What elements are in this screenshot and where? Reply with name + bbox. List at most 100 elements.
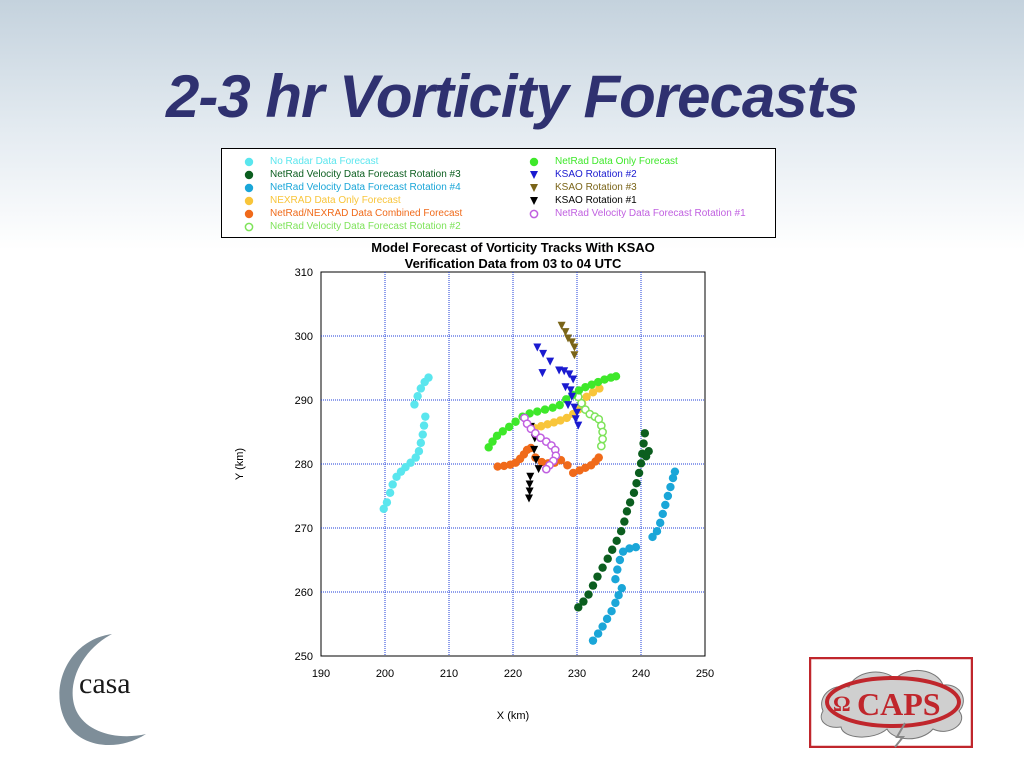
slide-title: 2-3 hr Vorticity Forecasts: [165, 63, 859, 130]
data-point: [656, 518, 665, 528]
data-point: [546, 357, 555, 366]
data-point: [498, 427, 507, 436]
y-tick-label: 250: [295, 651, 313, 663]
data-point: [411, 453, 420, 462]
casa-wordmark: casa: [79, 667, 131, 700]
data-point: [615, 555, 625, 565]
chart-subtitle: Verification Data from 03 to 04 UTC: [405, 256, 622, 271]
y-tick-label: 260: [295, 587, 313, 599]
data-point: [560, 367, 569, 376]
data-point: [534, 465, 543, 474]
data-point: [584, 590, 593, 599]
data-point: [525, 494, 533, 503]
data-point: [525, 480, 534, 489]
legend-item-label: NetRad Velocity Data Forecast Rotation #…: [270, 169, 461, 180]
legend-item-label: KSAO Rotation #1: [555, 195, 637, 206]
data-point: [620, 517, 629, 526]
data-point: [668, 473, 678, 483]
data-point: [382, 498, 392, 507]
data-point: [406, 458, 415, 467]
axis-ticks: 190 200 210 220 230 240 250 250 260 270 280 290 300 3…: [295, 267, 715, 680]
data-point: [600, 375, 609, 384]
chart-legend: No Radar Data Forecast NetRad Velocity Da…: [221, 148, 776, 238]
data-point: [577, 398, 586, 408]
series-3: [588, 467, 680, 645]
data-point: [492, 431, 502, 441]
data-point: [613, 565, 622, 574]
series-layer: [379, 321, 680, 645]
legend-item-label: NetRad Velocity Data Forecast Rotation #…: [270, 182, 461, 193]
data-point: [634, 468, 644, 478]
data-point: [617, 583, 626, 593]
data-point: [632, 479, 641, 488]
data-point: [625, 544, 634, 553]
data-point: [561, 328, 570, 337]
data-point: [581, 383, 590, 392]
legend-marker-shape: [529, 209, 539, 219]
series-4: [530, 384, 604, 433]
data-point: [416, 438, 426, 448]
x-axis-label: X (km): [497, 710, 529, 722]
data-point: [644, 447, 653, 456]
data-point: [670, 467, 680, 476]
x-tick-label: 250: [696, 668, 714, 680]
data-point: [611, 575, 620, 584]
data-point: [625, 498, 635, 507]
data-point: [388, 480, 397, 489]
y-tick-label: 310: [295, 267, 313, 279]
data-point: [379, 504, 388, 513]
series-2: [574, 429, 653, 612]
legend-marker-shape: [244, 183, 254, 193]
legend-item-label: No Radar Data Forecast: [270, 156, 379, 167]
data-point: [570, 351, 579, 360]
data-point: [594, 453, 603, 462]
legend-marker: [244, 196, 254, 206]
legend-item-label: NEXRAD Data Only Forecast: [270, 195, 401, 206]
x-tick-label: 240: [632, 668, 650, 680]
data-point: [631, 543, 641, 552]
x-tick-label: 210: [440, 668, 458, 680]
data-point: [598, 434, 607, 444]
legend-item-label: NetRad Velocity Data Forecast Rotation #…: [270, 221, 461, 232]
data-point: [493, 462, 502, 471]
series-1: [379, 373, 433, 513]
data-point: [598, 563, 607, 572]
data-point: [536, 433, 545, 443]
data-point: [570, 403, 579, 412]
series-9: [557, 321, 579, 360]
data-point: [537, 457, 546, 467]
y-tick-label: 270: [295, 523, 313, 535]
data-point: [596, 441, 606, 451]
data-point: [538, 369, 547, 378]
data-point: [504, 422, 514, 432]
data-point: [533, 343, 542, 352]
data-point: [526, 472, 535, 481]
series-7: [484, 372, 621, 452]
data-point: [602, 614, 612, 624]
caps-wordmark: CAPS: [857, 686, 941, 722]
series-6: [573, 392, 607, 451]
data-point: [593, 377, 603, 387]
data-point: [419, 421, 429, 430]
data-point: [636, 459, 646, 468]
legend-marker: [244, 170, 254, 180]
data-point: [587, 380, 596, 389]
data-point: [562, 413, 571, 423]
legend-item-label: NetRad Velocity Data Forecast Rotation #…: [555, 208, 746, 219]
legend-marker: [530, 184, 538, 192]
y-tick-label: 300: [295, 331, 313, 343]
data-point: [539, 349, 548, 358]
data-point: [579, 597, 588, 606]
data-point: [511, 417, 520, 426]
data-point: [413, 391, 422, 401]
data-point: [658, 509, 667, 519]
chart-title: Model Forecast of Vorticity Tracks With …: [371, 240, 655, 255]
series-10: [525, 422, 543, 503]
x-tick-label: 230: [568, 668, 586, 680]
data-point: [565, 370, 574, 379]
data-point: [629, 488, 639, 497]
data-point: [611, 372, 621, 381]
legend-marker-shape: [244, 196, 254, 206]
legend-marker: [244, 183, 254, 193]
legend-marker: [529, 157, 539, 167]
